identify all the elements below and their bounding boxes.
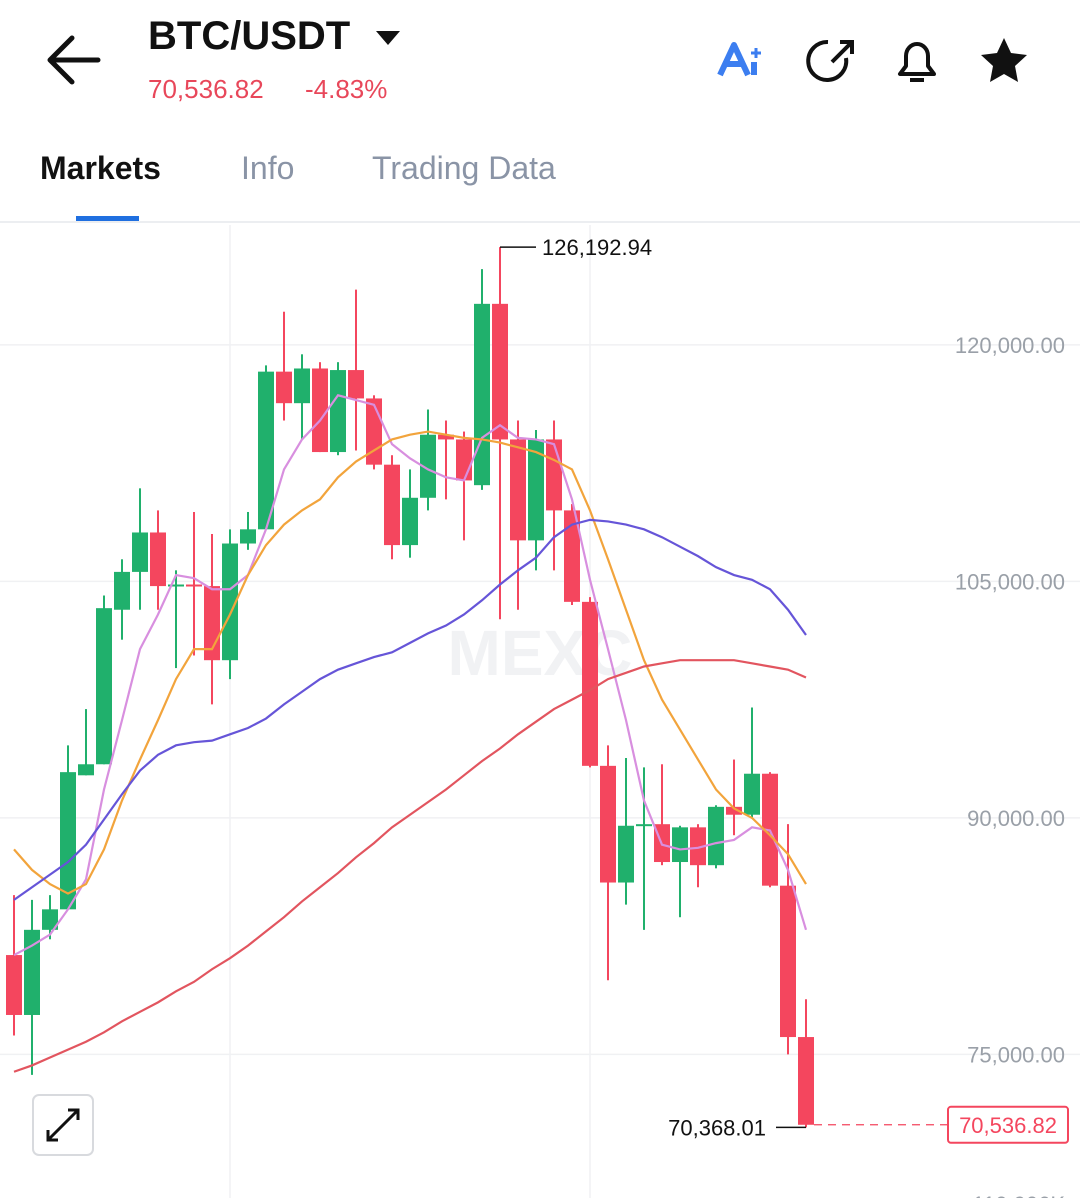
candle-body: [132, 532, 148, 572]
moving-average-line: [13, 430, 807, 895]
candle-body: [114, 571, 130, 610]
candle-body: [24, 929, 40, 1015]
candle-body: [294, 368, 310, 404]
candle-body: [150, 532, 166, 587]
candle-body: [258, 371, 274, 530]
last-price-label: 70,536.82: [959, 1113, 1057, 1138]
watermark: MEXC: [448, 617, 633, 689]
tab[interactable]: Markets: [40, 150, 161, 186]
candle-body: [546, 439, 562, 511]
tab[interactable]: Trading Data: [372, 150, 556, 186]
back-button[interactable]: [47, 35, 101, 85]
moving-average-line: [13, 394, 808, 957]
candle-body: [78, 764, 94, 776]
price-change: -4.83%: [305, 74, 388, 104]
candle-body: [780, 885, 796, 1038]
candle-body: [510, 439, 526, 541]
candle-body: [60, 772, 76, 910]
candle-body: [636, 824, 652, 827]
candle-body: [618, 825, 634, 883]
candle-body: [474, 303, 490, 486]
candle-body: [312, 368, 328, 453]
volume-label: 110.906K: [972, 1192, 1065, 1198]
candle-body: [186, 584, 202, 587]
candle-body: [240, 529, 256, 544]
candle-body: [564, 510, 580, 602]
share-icon[interactable]: [806, 39, 854, 82]
candle-body: [798, 1037, 814, 1125]
expand-button[interactable]: [32, 1094, 94, 1156]
min-label: 70,368.01: [668, 1115, 766, 1140]
candle-body: [42, 909, 58, 930]
candle-body: [690, 827, 706, 866]
tab-underline: [76, 216, 139, 221]
candle-body: [276, 371, 292, 404]
pair-title[interactable]: BTC/USDT: [148, 14, 351, 58]
candle-body: [168, 584, 184, 587]
tab[interactable]: Info: [241, 150, 295, 186]
moving-average-line: [13, 659, 807, 1073]
moving-average-line: [13, 518, 807, 901]
candle-body: [96, 608, 112, 765]
dropdown-arrow[interactable]: [376, 31, 400, 45]
candle-body: [222, 543, 238, 661]
candle-body: [528, 439, 544, 541]
ai-icon[interactable]: [717, 42, 761, 77]
candle-body: [492, 303, 508, 440]
candle-body: [402, 497, 418, 546]
y-tick-label: 120,000.00: [955, 333, 1065, 358]
candle-body: [384, 464, 400, 546]
candle-body: [420, 434, 436, 498]
candle-body: [456, 439, 472, 481]
bell-icon[interactable]: [898, 42, 936, 82]
candle-body: [6, 955, 22, 1015]
favorite-star[interactable]: [981, 38, 1027, 82]
last-price: 70,536.82: [148, 74, 264, 104]
candle-body: [438, 434, 454, 440]
candle-body: [708, 806, 724, 866]
max-label: 126,192.94: [542, 235, 652, 260]
candle-body: [744, 773, 760, 815]
candle-body: [600, 765, 616, 883]
candle-body: [672, 827, 688, 863]
candle-body: [330, 370, 346, 453]
y-tick-label: 90,000.00: [967, 806, 1065, 831]
y-tick-label: 105,000.00: [955, 569, 1065, 594]
y-tick-label: 75,000.00: [967, 1042, 1065, 1067]
last-price-box: [947, 1105, 1069, 1144]
candle-body: [348, 370, 364, 399]
candle-body: [726, 806, 742, 815]
candle-body: [582, 601, 598, 766]
